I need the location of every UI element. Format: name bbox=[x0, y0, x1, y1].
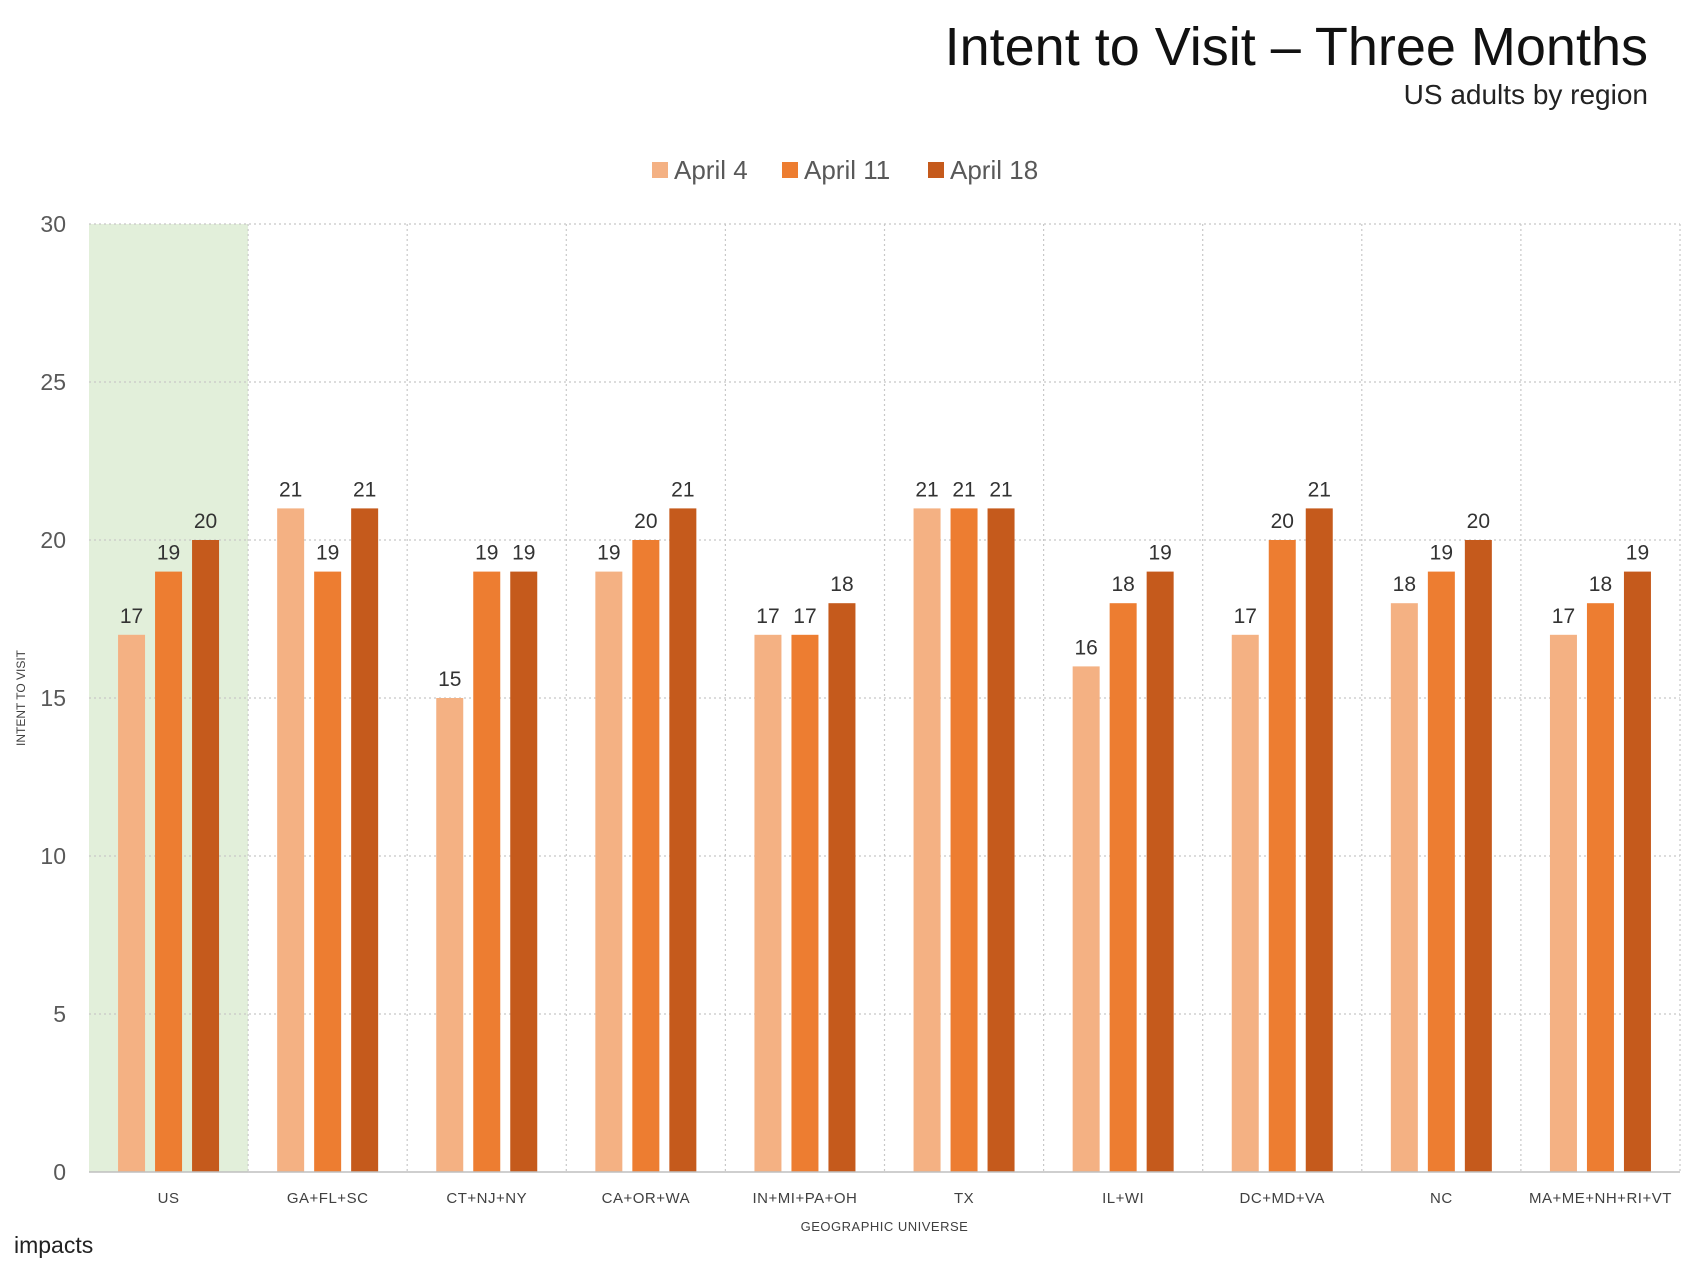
bar bbox=[913, 508, 941, 1172]
bar bbox=[1146, 571, 1174, 1172]
data-label: 19 bbox=[157, 542, 180, 565]
data-label: 18 bbox=[1589, 573, 1612, 596]
y-tick-label: 15 bbox=[40, 685, 66, 711]
bar bbox=[351, 508, 379, 1172]
data-label: 19 bbox=[316, 542, 339, 565]
x-tick-label: CT+NJ+NY bbox=[446, 1190, 527, 1207]
bar bbox=[1464, 540, 1492, 1172]
bar bbox=[510, 571, 538, 1172]
x-tick-label: US bbox=[158, 1190, 180, 1207]
x-tick-label: CA+OR+WA bbox=[602, 1190, 690, 1207]
data-label: 19 bbox=[1626, 542, 1649, 565]
data-label: 19 bbox=[512, 542, 535, 565]
x-tick-label: NC bbox=[1430, 1190, 1453, 1207]
bar bbox=[277, 508, 305, 1172]
y-tick-label: 30 bbox=[40, 211, 66, 237]
data-label: 21 bbox=[671, 478, 694, 501]
data-label: 17 bbox=[793, 605, 816, 628]
bar bbox=[1305, 508, 1333, 1172]
y-tick-label: 0 bbox=[53, 1159, 66, 1185]
data-label: 21 bbox=[952, 478, 975, 501]
data-label: 21 bbox=[915, 478, 938, 501]
data-label: 20 bbox=[194, 510, 217, 533]
bar bbox=[1109, 603, 1137, 1172]
bar bbox=[314, 571, 342, 1172]
brand-text: impacts bbox=[14, 1232, 94, 1258]
data-label: 21 bbox=[1308, 478, 1331, 501]
data-label: 21 bbox=[989, 478, 1012, 501]
bar bbox=[791, 634, 819, 1172]
y-tick-label: 25 bbox=[40, 369, 66, 395]
y-axis-title: INTENT TO VISIT bbox=[14, 649, 28, 746]
x-tick-label: DC+MD+VA bbox=[1240, 1190, 1325, 1207]
data-label: 20 bbox=[1271, 510, 1294, 533]
bar bbox=[1427, 571, 1455, 1172]
data-label: 19 bbox=[1148, 542, 1171, 565]
data-label: 18 bbox=[1111, 573, 1134, 596]
bar bbox=[1231, 634, 1259, 1172]
data-label: 17 bbox=[756, 605, 779, 628]
chart-title: Intent to Visit – Three Months bbox=[944, 17, 1648, 77]
bar bbox=[754, 634, 782, 1172]
data-label: 17 bbox=[1552, 605, 1575, 628]
y-tick-label: 5 bbox=[53, 1001, 66, 1027]
chart-subtitle: US adults by region bbox=[1403, 79, 1648, 111]
bar bbox=[632, 540, 660, 1172]
bar bbox=[473, 571, 501, 1172]
y-tick-label: 10 bbox=[40, 843, 66, 869]
data-label: 21 bbox=[353, 478, 376, 501]
bar bbox=[118, 634, 146, 1172]
x-tick-label: IN+MI+PA+OH bbox=[753, 1190, 858, 1207]
y-tick-label: 20 bbox=[40, 527, 66, 553]
title-block: Intent to Visit – Three Months US adults… bbox=[944, 17, 1648, 111]
x-tick-label: GA+FL+SC bbox=[287, 1190, 369, 1207]
legend-swatch bbox=[928, 162, 944, 178]
data-label: 18 bbox=[830, 573, 853, 596]
impacts-logo: impacts bbox=[14, 1232, 93, 1259]
bar bbox=[155, 571, 183, 1172]
bar bbox=[1623, 571, 1651, 1172]
bar bbox=[1549, 634, 1577, 1172]
data-label: 15 bbox=[438, 668, 461, 691]
legend-label: April 4 bbox=[674, 155, 748, 185]
bar bbox=[1072, 666, 1100, 1172]
data-label: 17 bbox=[120, 605, 143, 628]
data-label: 18 bbox=[1393, 573, 1416, 596]
bar bbox=[987, 508, 1015, 1172]
bar bbox=[192, 540, 220, 1172]
x-tick-label: TX bbox=[954, 1190, 974, 1207]
data-label: 20 bbox=[634, 510, 657, 533]
data-label: 17 bbox=[1234, 605, 1257, 628]
bar bbox=[828, 603, 856, 1172]
x-tick-label: IL+WI bbox=[1102, 1190, 1144, 1207]
bar bbox=[950, 508, 978, 1172]
bar bbox=[669, 508, 697, 1172]
data-label: 20 bbox=[1467, 510, 1490, 533]
legend-label: April 11 bbox=[804, 155, 890, 185]
bar bbox=[1586, 603, 1614, 1172]
legend-swatch bbox=[782, 162, 798, 178]
x-axis-title: GEOGRAPHIC UNIVERSE bbox=[801, 1219, 969, 1234]
data-label: 21 bbox=[279, 478, 302, 501]
legend-swatch bbox=[652, 162, 668, 178]
data-label: 19 bbox=[475, 542, 498, 565]
x-tick-label: MA+ME+NH+RI+VT bbox=[1529, 1190, 1672, 1207]
bar bbox=[1390, 603, 1418, 1172]
data-label: 19 bbox=[597, 542, 620, 565]
data-label: 19 bbox=[1430, 542, 1453, 565]
bar bbox=[436, 698, 464, 1172]
data-label: 16 bbox=[1074, 636, 1097, 659]
bar bbox=[1268, 540, 1296, 1172]
legend-label: April 18 bbox=[950, 155, 1038, 185]
bar bbox=[595, 571, 623, 1172]
